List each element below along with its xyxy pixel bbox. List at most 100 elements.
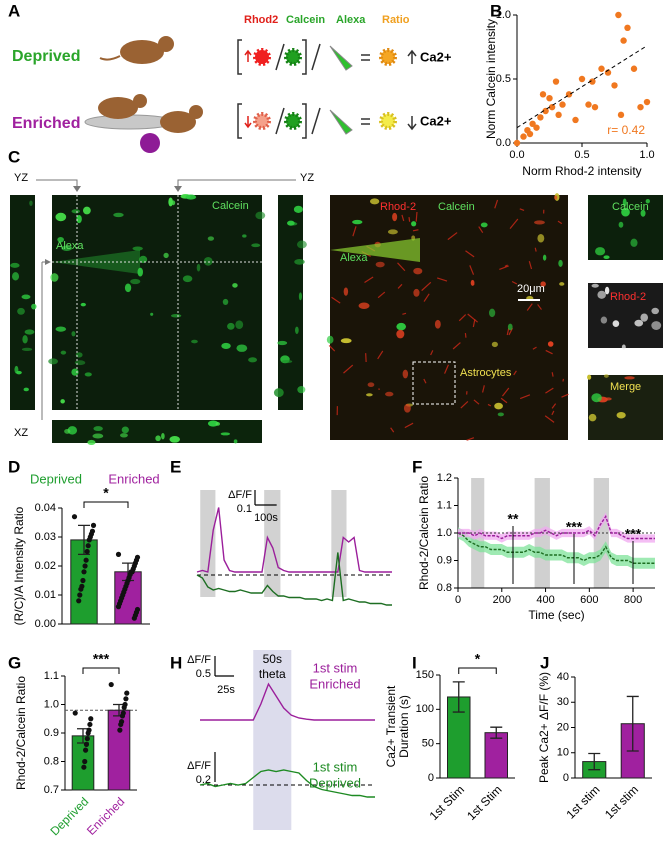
cell [396, 329, 405, 339]
trace-label: Deprived [309, 775, 361, 790]
process [408, 217, 411, 222]
cell [155, 435, 161, 442]
category-label: 1st stim [563, 782, 602, 821]
data-point [611, 82, 618, 89]
category-label: 1st Stim [464, 782, 505, 823]
cell [413, 288, 420, 297]
cell [10, 262, 20, 268]
y-axis-label: Rhod-2/Calcein Ratio [417, 476, 431, 590]
y-axis-label: Ca2+ Transient [384, 685, 398, 767]
data-point [546, 95, 553, 102]
cell [80, 302, 86, 307]
trend-line [516, 45, 648, 129]
data-point [552, 78, 560, 85]
process [415, 211, 418, 222]
cell [645, 198, 650, 204]
cell [55, 212, 67, 222]
process [513, 370, 517, 376]
stim-window [200, 490, 216, 597]
cell [55, 326, 67, 332]
series-line [457, 532, 655, 564]
data-point [624, 24, 631, 31]
data-point [108, 681, 114, 688]
process [499, 265, 509, 271]
stim-window [331, 490, 347, 597]
cell [403, 403, 411, 413]
yz-image [10, 195, 35, 410]
data-point [131, 615, 137, 621]
process [561, 393, 569, 398]
result-label: Ca2+ [420, 113, 452, 128]
mouse [120, 40, 164, 64]
data-point [87, 721, 93, 728]
channel-label: Rhod-2 [380, 201, 416, 213]
significance-label: *** [625, 526, 642, 542]
trace-label: 1st stim [313, 759, 358, 774]
y-axis-label: Norm Calcein intensity [484, 19, 498, 139]
panel-label: A [8, 1, 20, 20]
y-tick-label: 150 [416, 669, 434, 681]
process [423, 293, 430, 302]
alexa-icon [329, 45, 353, 135]
channel-label: Calcein [438, 201, 475, 213]
process [494, 199, 499, 209]
data-point [548, 103, 556, 111]
data-point [115, 604, 122, 610]
panel-label: E [170, 457, 181, 476]
yz-image [278, 195, 303, 410]
cell [60, 399, 65, 404]
cell [600, 316, 608, 324]
trace [200, 682, 375, 721]
cell [215, 422, 221, 426]
cell [31, 303, 37, 310]
cell [50, 273, 59, 282]
cell [542, 254, 547, 261]
cell [352, 219, 363, 225]
cell [83, 206, 91, 215]
cell [624, 376, 635, 380]
group-label: Enriched [12, 115, 80, 132]
process [478, 226, 484, 234]
trace-label: 1st stim [313, 660, 358, 675]
cell [547, 341, 554, 347]
data-point [526, 130, 534, 138]
cell [71, 331, 76, 337]
data-point [81, 764, 87, 770]
scale-label: 20μm [517, 283, 545, 295]
cell [375, 261, 385, 268]
series-line [458, 514, 655, 540]
y-tick-label: 0.04 [35, 502, 56, 514]
y-tick-label: 1.2 [437, 472, 452, 484]
cell [369, 198, 380, 205]
y-tick-label: 50 [422, 738, 434, 750]
y-tick-label: 1.1 [44, 670, 59, 682]
data-point [542, 107, 549, 115]
x-tick-label: 800 [624, 594, 642, 606]
data-point [559, 101, 566, 108]
cell [559, 282, 565, 286]
cell [60, 350, 67, 355]
category-label: Enriched [108, 471, 159, 486]
error-bar [588, 752, 601, 771]
data-point [83, 557, 89, 563]
y-tick-label: 0.01 [35, 589, 56, 601]
cell [296, 240, 307, 249]
cell [480, 222, 488, 228]
dye-label: Rhod2 [244, 14, 278, 26]
mouse [98, 97, 138, 119]
y-tick-label: 0.03 [35, 531, 56, 543]
mouse [160, 111, 196, 133]
category-label: 1st stim [602, 782, 641, 821]
category-label: Deprived [48, 794, 92, 838]
cell [120, 433, 128, 438]
scale-label: ΔF/F [228, 489, 252, 501]
error-bar [452, 681, 465, 713]
process [534, 247, 537, 252]
data-point [81, 569, 87, 575]
cell [488, 308, 496, 318]
bar [484, 732, 508, 779]
cell [470, 279, 475, 286]
process [401, 214, 405, 222]
x-axis-label: Time (sec) [528, 608, 584, 622]
process [472, 319, 476, 328]
